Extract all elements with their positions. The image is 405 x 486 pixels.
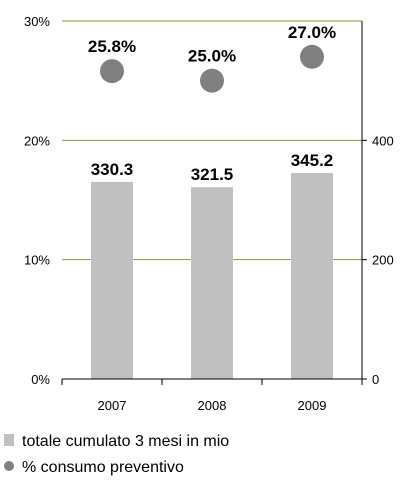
point-value-label: 25.0%: [188, 47, 236, 66]
data-point: [100, 59, 124, 84]
bar: [91, 181, 133, 379]
y-left-tick-label: 30%: [24, 14, 50, 29]
point-value-label: 25.8%: [88, 37, 136, 56]
y-left-tick-label: 0%: [31, 372, 50, 387]
bar-value-label: 321.5: [191, 165, 234, 184]
bar-series: [91, 173, 333, 379]
y-left-tick-label: 20%: [24, 133, 50, 148]
x-tick-label: 2007: [98, 398, 127, 413]
point-series: [100, 44, 324, 93]
legend-swatch-circle: [4, 461, 14, 471]
bar-value-label: 345.2: [291, 151, 334, 170]
bar-value-label: 330.3: [91, 160, 134, 179]
x-tick-label: 2008: [198, 398, 227, 413]
y-left-tick-label: 10%: [24, 253, 50, 268]
y-right-tick-label: 400: [372, 133, 394, 148]
y-right-tick-label: 200: [372, 253, 394, 268]
legend-label: totale cumulato 3 mesi in mio: [22, 433, 229, 450]
bar: [191, 187, 233, 379]
x-tick-label: 2009: [298, 398, 327, 413]
legend-swatch-square: [4, 434, 14, 446]
bar: [291, 173, 333, 379]
data-labels: 330.3 321.5 345.2 25.8% 25.0% 27.0%: [88, 23, 336, 184]
legend: totale cumulato 3 mesi in mio % consumo p…: [4, 433, 229, 476]
point-value-label: 27.0%: [288, 23, 336, 42]
y-right-tick-label: 0: [372, 372, 379, 387]
data-point: [200, 68, 224, 93]
legend-label: % consumo preventivo: [22, 459, 184, 476]
axes: 0% 10% 20% 30% 0 200 400 2007 2008 2009: [24, 14, 394, 413]
data-point: [300, 44, 324, 69]
